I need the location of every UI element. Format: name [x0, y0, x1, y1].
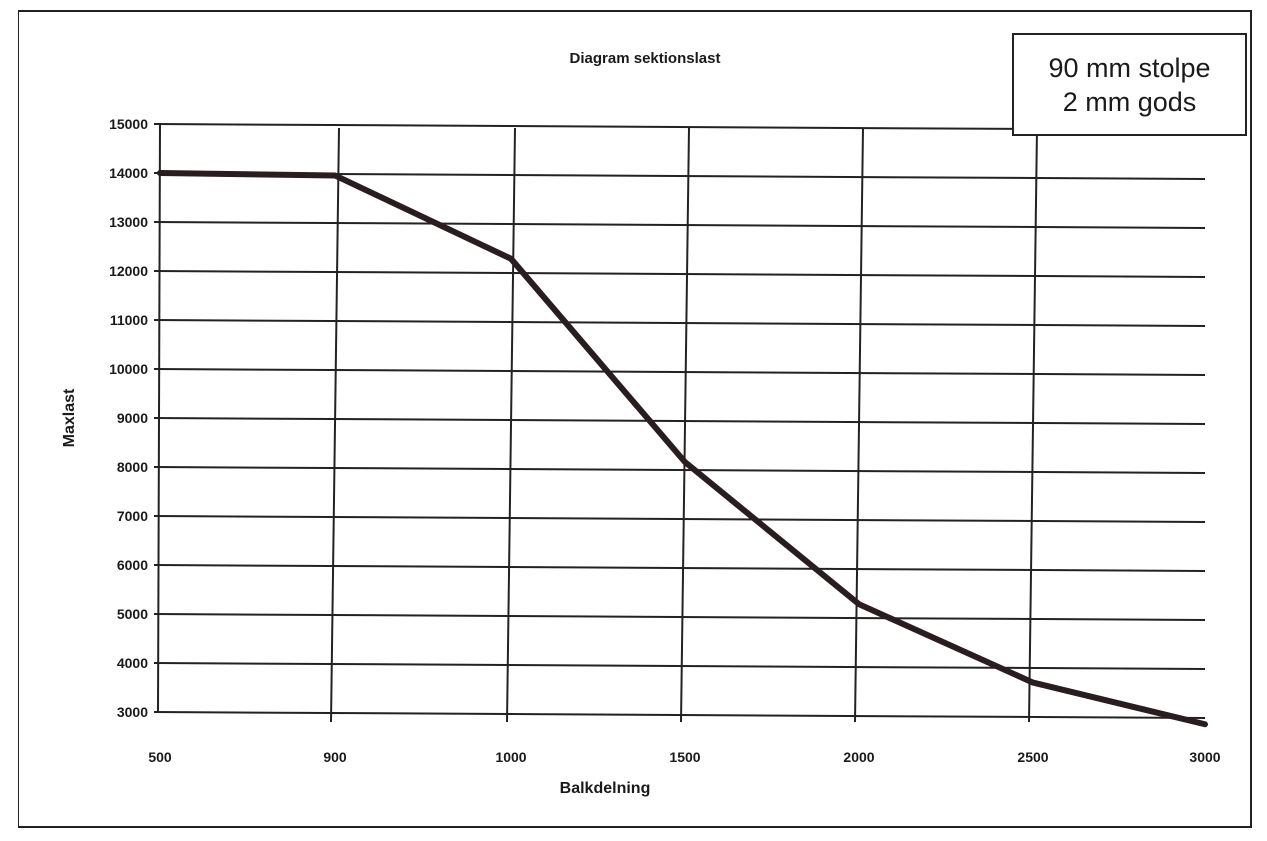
x-axis-label: Balkdelning [560, 780, 651, 797]
horizontal-gridlines [153, 123, 1206, 719]
data-point [1031, 681, 1035, 685]
y-tick-label: 10000 [109, 361, 148, 377]
y-tick-label: 13000 [109, 214, 148, 230]
x-axis-ticks: 500 900 1000 1500 2000 2500 3000 [148, 749, 1220, 765]
data-point [683, 460, 687, 464]
y-tick-label: 4000 [117, 655, 148, 671]
data-point [333, 173, 337, 177]
y-axis-line [157, 123, 161, 713]
gridline-y-6000 [153, 564, 1206, 572]
x-tick-label: 1500 [669, 749, 700, 765]
gridline-y-7000 [153, 515, 1206, 523]
y-tick-label: 14000 [109, 165, 148, 181]
gridline-x-2500 [1028, 127, 1038, 723]
gridline-y-10000 [153, 368, 1206, 376]
data-point [158, 171, 162, 175]
y-axis-label: Maxlast [61, 388, 78, 447]
y-tick-label: 11000 [110, 312, 148, 328]
chart-title: Diagram sektionslast [570, 50, 721, 67]
gridline-y-13000 [153, 221, 1206, 229]
annotation-line-2: 2 mm gods [1062, 86, 1197, 117]
gridline-y-12000 [153, 270, 1206, 278]
gridline-x-2000 [854, 127, 864, 723]
series-group [157, 170, 1208, 728]
annotation-box: 90 mm stolpe 2 mm gods [1012, 33, 1247, 136]
gridline-y-11000 [153, 319, 1206, 327]
y-tick-label: 15000 [109, 116, 148, 132]
y-tick-label: 6000 [117, 557, 148, 573]
gridline-x-900 [330, 127, 340, 723]
y-tick-label: 5000 [117, 606, 148, 622]
y-tick-label: 7000 [117, 508, 148, 524]
y-tick-label: 3000 [117, 704, 148, 720]
gridline-y-3000 [153, 711, 1206, 719]
x-tick-label: 2000 [843, 749, 874, 765]
gridline-x-1500 [680, 127, 690, 723]
gridline-y-5000 [153, 613, 1206, 621]
y-tick-label: 9000 [117, 410, 148, 426]
x-tick-label: 500 [148, 749, 172, 765]
x-tick-label: 2500 [1017, 749, 1048, 765]
y-axis-ticks: 15000 14000 13000 12000 11000 10000 9000 8000 70… [109, 116, 148, 720]
gridline-y-9000 [153, 417, 1206, 425]
data-point [857, 602, 861, 606]
x-tick-label: 900 [323, 749, 347, 765]
chart-frame [18, 10, 1252, 828]
data-point [1203, 722, 1207, 726]
gridline-y-8000 [153, 466, 1206, 474]
vertical-gridlines [157, 123, 1038, 723]
x-tick-label: 1000 [495, 749, 526, 765]
y-tick-label: 12000 [109, 263, 148, 279]
x-tick-label: 3000 [1189, 749, 1220, 765]
gridline-y-4000 [153, 662, 1206, 670]
y-tick-label: 8000 [117, 459, 148, 475]
annotation-line-1: 90 mm stolpe [1048, 52, 1211, 83]
gridline-x-1000 [506, 127, 516, 723]
data-point [509, 257, 513, 261]
